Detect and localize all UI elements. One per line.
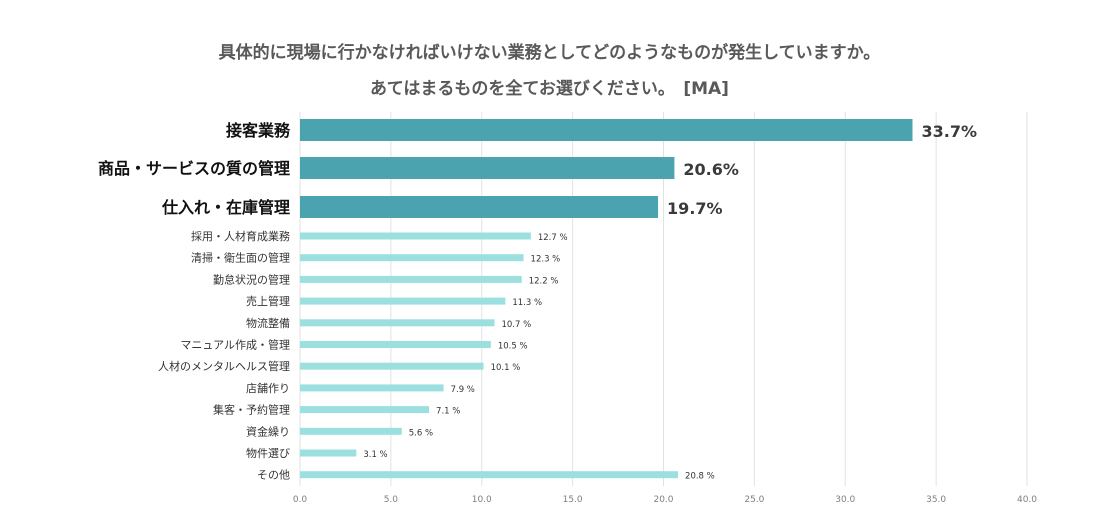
x-tick-label: 25.0 bbox=[744, 495, 764, 505]
bar bbox=[300, 384, 444, 392]
bar bbox=[300, 319, 495, 327]
category-label: 清掃・衛生面の管理 bbox=[191, 251, 290, 265]
data-label: 5.6 % bbox=[409, 428, 433, 438]
data-label: 20.6% bbox=[683, 160, 739, 179]
bar bbox=[300, 406, 430, 414]
category-label: マニュアル作成・管理 bbox=[180, 338, 290, 352]
category-label: 売上管理 bbox=[246, 294, 290, 308]
category-label: 集客・予約管理 bbox=[213, 403, 290, 417]
data-label: 12.2 % bbox=[529, 276, 559, 286]
category-label: 資金繰り bbox=[246, 424, 290, 438]
category-label: 店舗作り bbox=[246, 381, 290, 395]
data-label: 7.9 % bbox=[451, 385, 475, 395]
x-tick-label: 5.0 bbox=[384, 495, 399, 505]
chart-title-line-1: 具体的に現場に行かなければいけない業務としてどのようなものが発生していますか。 bbox=[218, 43, 881, 63]
x-tick-label: 10.0 bbox=[472, 495, 492, 505]
x-tick-label: 35.0 bbox=[926, 495, 946, 505]
bar bbox=[300, 232, 531, 240]
x-tick-label: 30.0 bbox=[835, 495, 855, 505]
data-label: 11.3 % bbox=[512, 298, 542, 308]
bar bbox=[300, 254, 524, 262]
bar bbox=[300, 449, 357, 457]
bar bbox=[300, 196, 659, 218]
category-label: 仕入れ・在庫管理 bbox=[161, 198, 290, 217]
category-label: 接客業務 bbox=[226, 121, 291, 140]
category-label: 商品・サービスの質の管理 bbox=[98, 159, 290, 178]
category-label: 物流整備 bbox=[246, 316, 290, 330]
bar bbox=[300, 362, 484, 370]
data-label: 10.5 % bbox=[498, 342, 528, 352]
category-label: その他 bbox=[257, 469, 290, 482]
data-label: 7.1 % bbox=[436, 407, 460, 417]
data-label: 12.7 % bbox=[538, 233, 568, 243]
bar bbox=[300, 427, 402, 435]
data-label: 3.1 % bbox=[363, 450, 387, 460]
x-tick-label: 20.0 bbox=[653, 495, 673, 505]
bar bbox=[300, 275, 522, 283]
category-label: 勤怠状況の管理 bbox=[213, 272, 290, 286]
x-tick-label: 0.0 bbox=[293, 495, 308, 505]
x-tick-label: 15.0 bbox=[563, 495, 583, 505]
bar bbox=[300, 341, 491, 348]
chart-title-line-2: あてはまるものを全てお選びください。 [MA] bbox=[370, 79, 729, 99]
data-label: 19.7% bbox=[667, 199, 723, 218]
data-label: 12.3 % bbox=[531, 255, 561, 265]
bar bbox=[300, 119, 913, 141]
bar bbox=[300, 471, 679, 479]
category-label: 物件選び bbox=[246, 446, 290, 460]
data-label: 10.1 % bbox=[491, 363, 521, 373]
data-label: 33.7% bbox=[921, 122, 977, 141]
category-label: 人材のメンタルヘルス管理 bbox=[158, 359, 290, 373]
x-tick-label: 40.0 bbox=[1017, 495, 1037, 505]
data-label: 20.8 % bbox=[685, 472, 715, 482]
bar bbox=[300, 297, 506, 305]
category-label: 採用・人材育成業務 bbox=[191, 229, 290, 243]
data-label: 10.7 % bbox=[501, 320, 531, 330]
bar bbox=[300, 157, 675, 179]
